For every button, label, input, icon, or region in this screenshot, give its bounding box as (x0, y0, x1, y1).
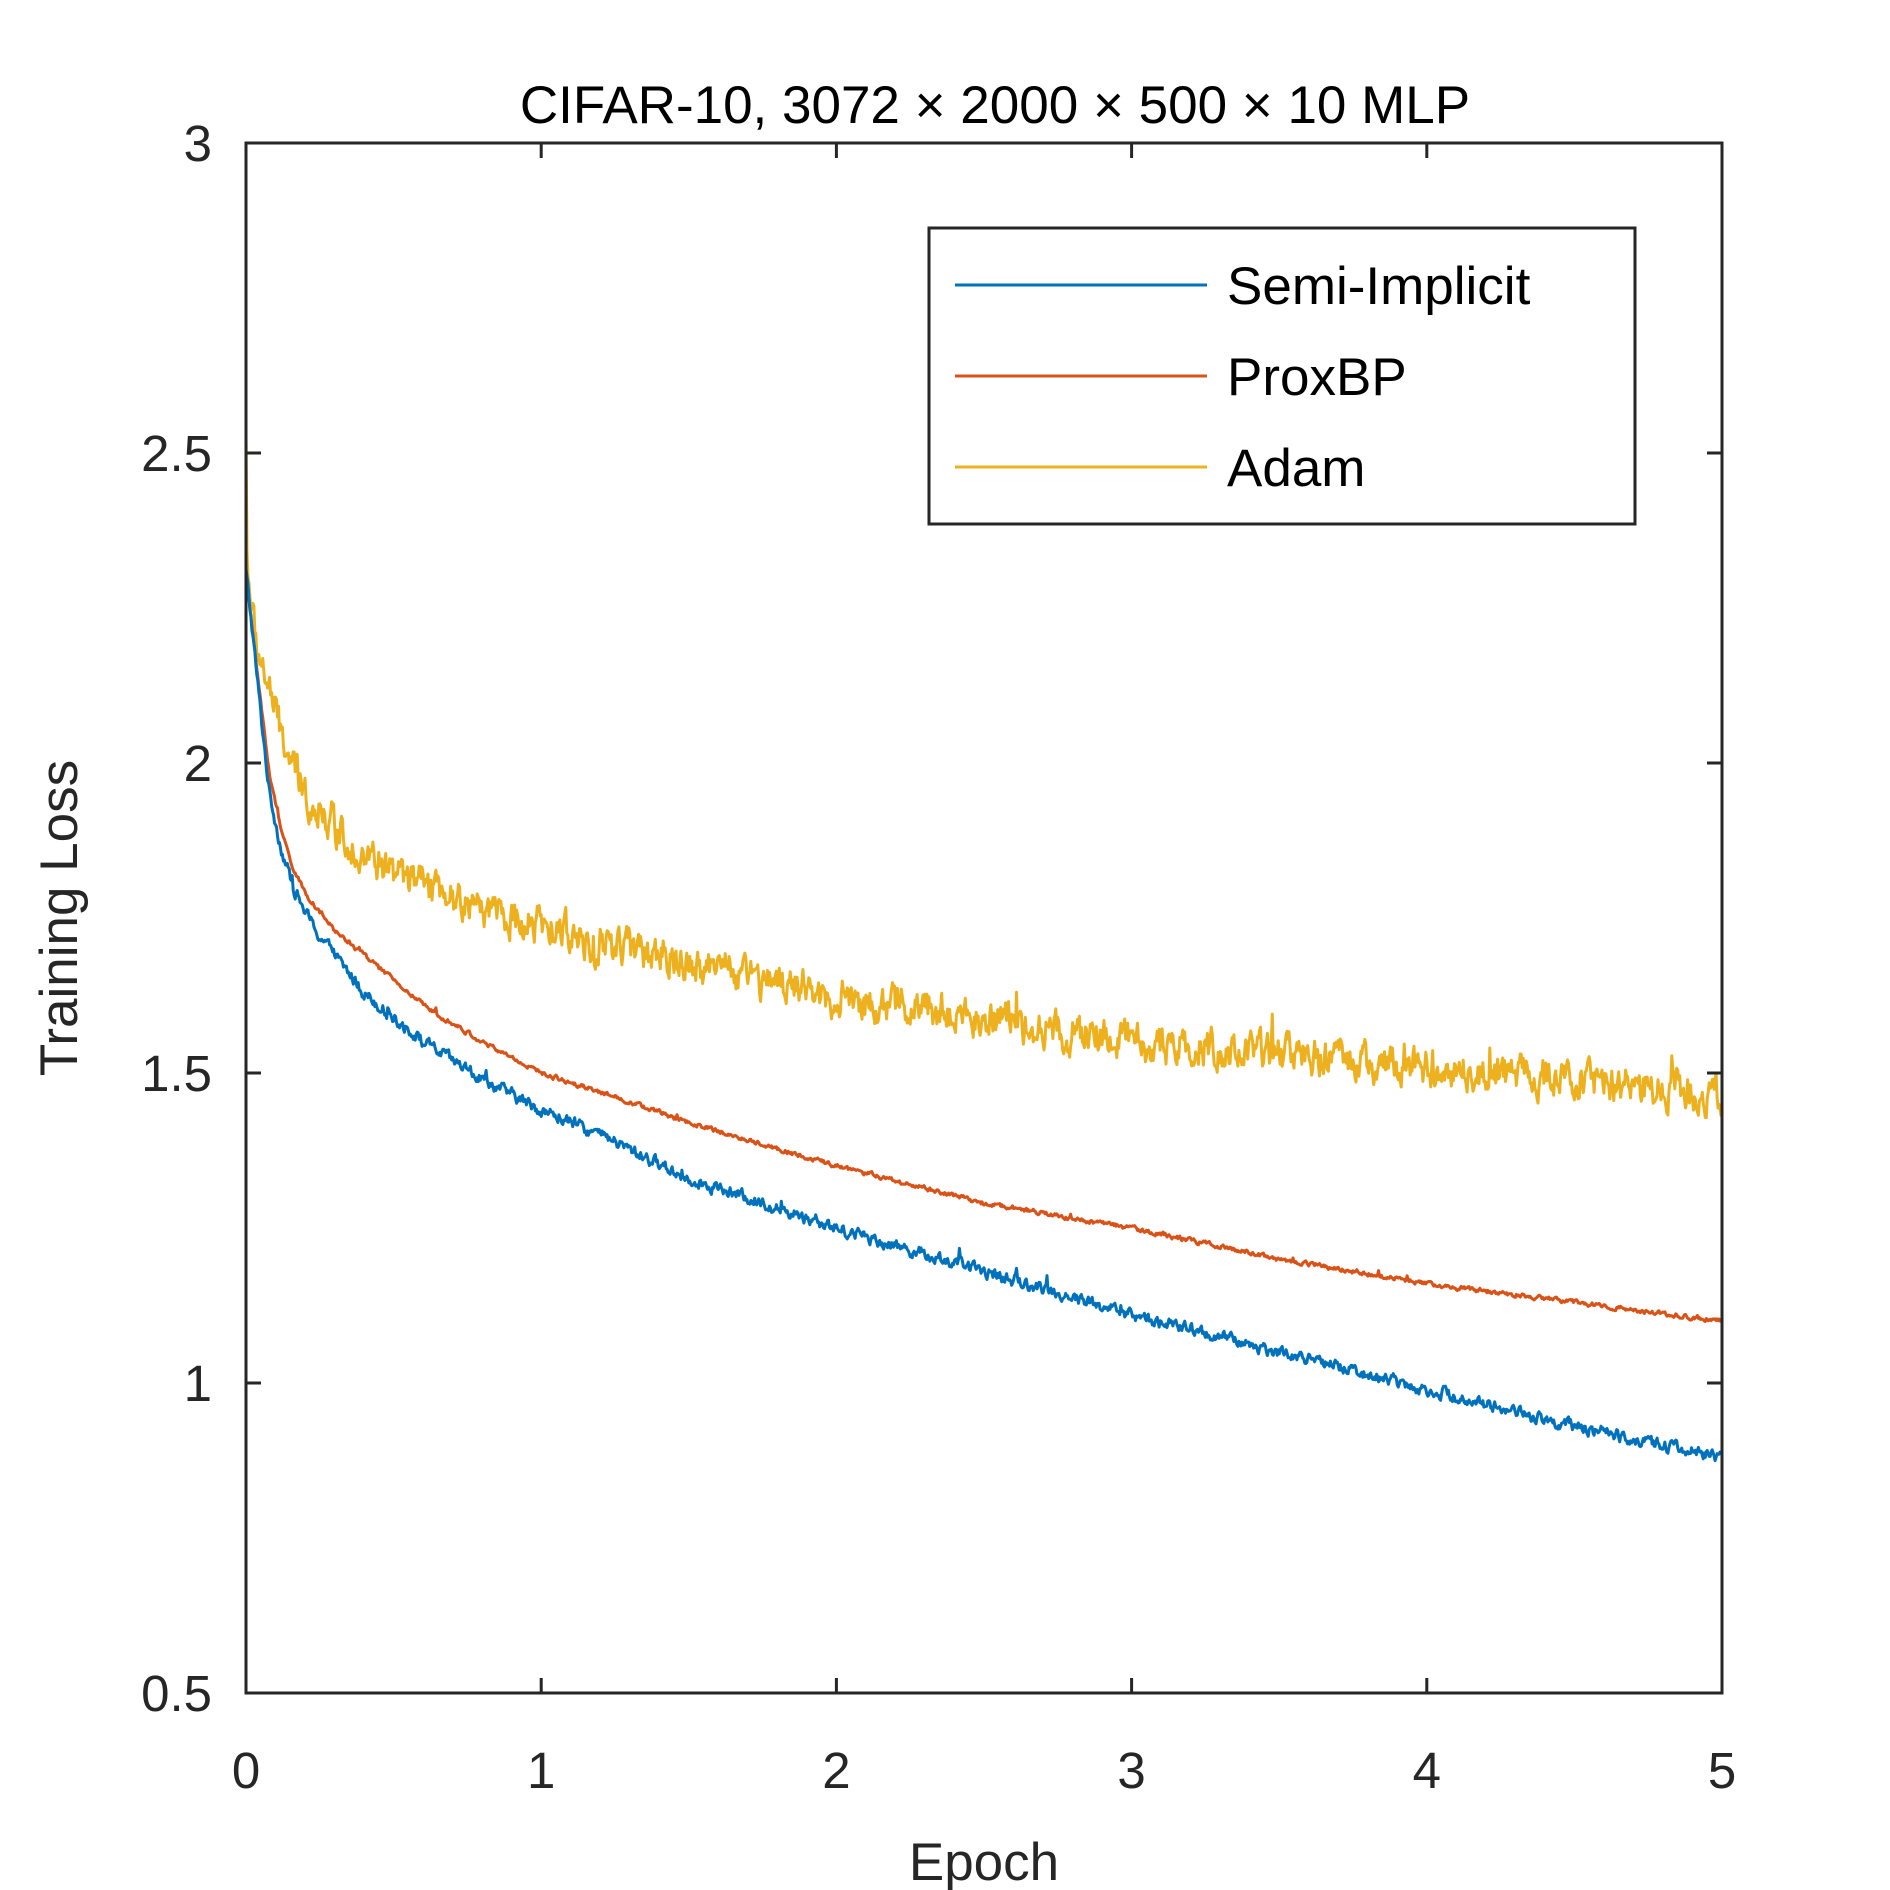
x-tick-label: 1 (527, 1742, 555, 1799)
x-tick-label: 4 (1413, 1742, 1441, 1799)
y-tick-label: 1.5 (141, 1045, 212, 1102)
x-tick-label: 0 (232, 1742, 260, 1799)
y-axis-ticks: 0.5 1 1.5 2 2.5 3 (141, 115, 1722, 1722)
x-tick-label: 5 (1708, 1742, 1736, 1799)
chart-title: CIFAR-10, 3072 × 2000 × 500 × 10 MLP (520, 76, 1470, 135)
legend-label-proxbp: ProxBP (1227, 348, 1407, 407)
series-line-proxbp (244, 572, 1724, 1323)
x-axis-ticks: 0 1 2 3 4 5 (232, 143, 1736, 1799)
y-axis-label: Training Loss (30, 760, 89, 1076)
series-line-adam (244, 434, 1724, 1119)
y-tick-label: 3 (184, 115, 212, 172)
plot-lines (244, 434, 1724, 1463)
legend: Semi-Implicit ProxBP Adam (927, 226, 1637, 526)
y-tick-label: 0.5 (141, 1665, 212, 1722)
x-tick-label: 3 (1117, 1742, 1145, 1799)
x-tick-label: 2 (822, 1742, 850, 1799)
y-tick-label: 1 (184, 1355, 212, 1412)
y-tick-label: 2.5 (141, 425, 212, 482)
plot-area-frame (244, 141, 1724, 1695)
x-axis-label: Epoch (909, 1833, 1059, 1890)
legend-label-adam: Adam (1227, 439, 1365, 498)
y-tick-label: 2 (184, 735, 212, 792)
legend-label-semi-implicit: Semi-Implicit (1227, 257, 1531, 316)
series-line-semi-implicit (244, 568, 1724, 1463)
